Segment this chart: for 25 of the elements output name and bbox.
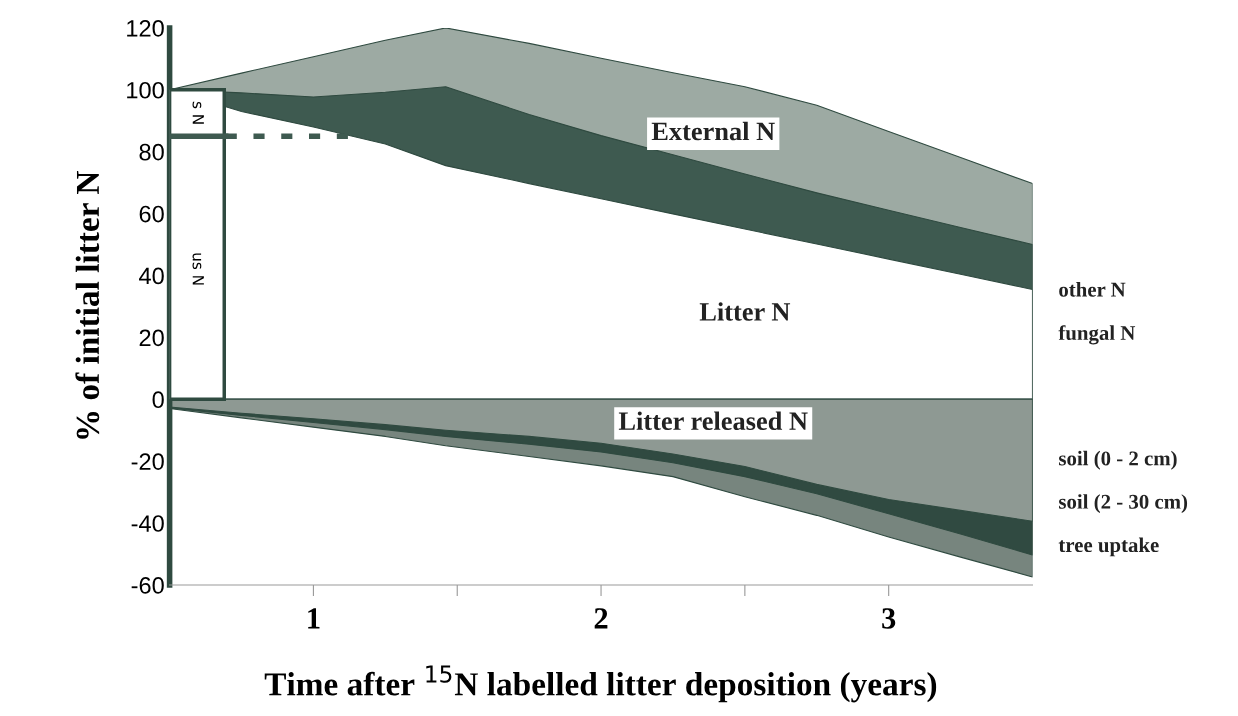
y-tick-label: -40 <box>131 515 164 532</box>
x-tick-label: 2 <box>594 608 608 629</box>
annotation: us N <box>192 253 204 285</box>
series-label: soil (2 - 30 cm) <box>1059 494 1188 514</box>
annotation: s N <box>192 101 204 124</box>
series-label: fungal N <box>1058 325 1136 345</box>
y-tick-label: 40 <box>139 267 164 285</box>
y-tick-label: -20 <box>131 453 164 470</box>
y-tick-label: 60 <box>139 205 164 223</box>
y-axis-title: % of initial litter N <box>75 171 100 439</box>
annotation: Litter released N <box>618 411 808 431</box>
x-axis-title: Time after $^{15}$N labelled litter deposition (years) <box>264 665 937 703</box>
annotation: External N <box>651 121 775 141</box>
series-label: tree uptake <box>1058 537 1159 557</box>
y-tick-label: 0 <box>152 391 164 409</box>
y-tick-label: 120 <box>127 19 164 37</box>
series-label: soil (0 - 2 cm) <box>1059 450 1177 470</box>
y-tick-label: 20 <box>139 329 164 347</box>
x-tick-label: 1 <box>308 608 320 629</box>
series-label: Litter N <box>699 302 791 321</box>
y-tick-label: 80 <box>139 143 164 161</box>
y-tick-label: 100 <box>127 81 164 99</box>
series-label: other N <box>1059 281 1126 297</box>
y-tick-label: -60 <box>131 577 164 594</box>
x-tick-label: 3 <box>882 608 896 629</box>
